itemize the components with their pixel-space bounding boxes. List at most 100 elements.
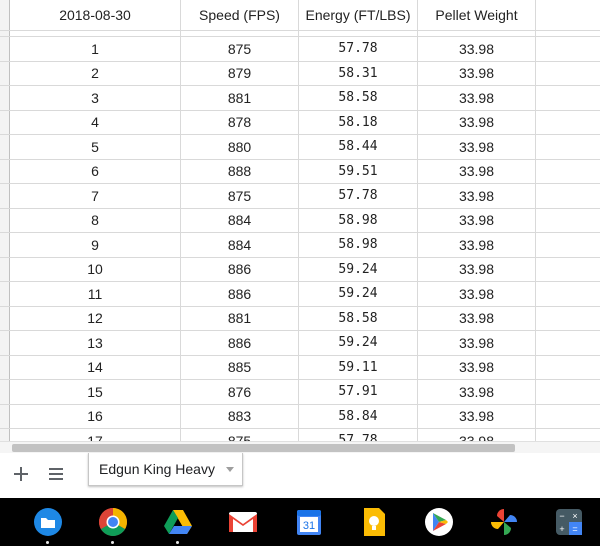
empty-cell[interactable] bbox=[536, 356, 600, 380]
cell-energy[interactable]: 59.24 bbox=[299, 257, 418, 281]
cell-speed[interactable]: 884 bbox=[181, 208, 299, 232]
empty-cell[interactable] bbox=[536, 307, 600, 331]
header-cell-speed[interactable]: Speed (FPS) bbox=[181, 0, 299, 30]
empty-cell[interactable] bbox=[536, 37, 600, 61]
empty-cell[interactable] bbox=[536, 209, 600, 233]
cell-energy[interactable]: 57.78 bbox=[299, 429, 418, 441]
calculator-app-button[interactable]: − × + = bbox=[553, 506, 585, 538]
keep-app-button[interactable] bbox=[358, 506, 390, 538]
empty-cell[interactable] bbox=[536, 331, 600, 355]
header-cell-date[interactable]: 2018-08-30 bbox=[10, 0, 181, 30]
cell-pellet-weight[interactable]: 33.98 bbox=[418, 257, 536, 281]
row-header[interactable] bbox=[0, 331, 10, 355]
cell-shot-number[interactable]: 5 bbox=[10, 135, 181, 159]
cell-speed[interactable]: 885 bbox=[181, 355, 299, 379]
horizontal-scrollbar[interactable] bbox=[0, 441, 600, 453]
row-header[interactable] bbox=[0, 404, 10, 428]
row-header[interactable] bbox=[0, 61, 10, 85]
cell-shot-number[interactable]: 11 bbox=[10, 282, 181, 306]
photos-app-button[interactable] bbox=[488, 506, 520, 538]
cell-pellet-weight[interactable]: 33.98 bbox=[418, 306, 536, 330]
row-header[interactable] bbox=[0, 184, 10, 208]
cell-shot-number[interactable]: 17 bbox=[10, 429, 181, 441]
cell-energy[interactable]: 57.91 bbox=[299, 380, 418, 404]
cell-pellet-weight[interactable]: 33.98 bbox=[418, 233, 536, 257]
cell-energy[interactable]: 58.18 bbox=[299, 110, 418, 134]
header-cell-empty[interactable] bbox=[536, 0, 600, 30]
cell-speed[interactable]: 884 bbox=[181, 233, 299, 257]
cell-energy[interactable]: 58.84 bbox=[299, 404, 418, 428]
cell-pellet-weight[interactable]: 33.98 bbox=[418, 331, 536, 355]
drive-app-button[interactable] bbox=[162, 506, 194, 538]
empty-cell[interactable] bbox=[536, 86, 600, 110]
all-sheets-button[interactable] bbox=[43, 461, 69, 487]
empty-cell[interactable] bbox=[536, 111, 600, 135]
sheet-tab-active[interactable]: Edgun King Heavy bbox=[88, 453, 243, 486]
cell-shot-number[interactable]: 6 bbox=[10, 159, 181, 183]
cell-speed[interactable]: 879 bbox=[181, 61, 299, 85]
cell-pellet-weight[interactable]: 33.98 bbox=[418, 404, 536, 428]
cell-pellet-weight[interactable]: 33.98 bbox=[418, 110, 536, 134]
cell-energy[interactable]: 58.58 bbox=[299, 86, 418, 110]
cell-shot-number[interactable]: 10 bbox=[10, 257, 181, 281]
cell-pellet-weight[interactable]: 33.98 bbox=[418, 184, 536, 208]
cell-speed[interactable]: 880 bbox=[181, 135, 299, 159]
row-header[interactable] bbox=[0, 233, 10, 257]
cell-shot-number[interactable]: 1 bbox=[10, 37, 181, 61]
cell-shot-number[interactable]: 13 bbox=[10, 331, 181, 355]
row-header[interactable] bbox=[0, 355, 10, 379]
files-app-button[interactable] bbox=[32, 506, 64, 538]
cell-energy[interactable]: 58.58 bbox=[299, 306, 418, 330]
header-cell-energy[interactable]: Energy (FT/LBS) bbox=[299, 0, 418, 30]
cell-shot-number[interactable]: 8 bbox=[10, 208, 181, 232]
cell-energy[interactable]: 59.11 bbox=[299, 355, 418, 379]
cell-shot-number[interactable]: 9 bbox=[10, 233, 181, 257]
empty-cell[interactable] bbox=[536, 135, 600, 159]
chrome-app-button[interactable] bbox=[97, 506, 129, 538]
empty-cell[interactable] bbox=[536, 282, 600, 306]
gmail-app-button[interactable] bbox=[227, 506, 259, 538]
cell-shot-number[interactable]: 3 bbox=[10, 86, 181, 110]
cell-pellet-weight[interactable]: 33.98 bbox=[418, 135, 536, 159]
play-store-app-button[interactable] bbox=[423, 506, 455, 538]
scrollbar-thumb[interactable] bbox=[12, 444, 515, 452]
cell-pellet-weight[interactable]: 33.98 bbox=[418, 380, 536, 404]
cell-pellet-weight[interactable]: 33.98 bbox=[418, 159, 536, 183]
cell-shot-number[interactable]: 12 bbox=[10, 306, 181, 330]
cell-speed[interactable]: 878 bbox=[181, 110, 299, 134]
cell-pellet-weight[interactable]: 33.98 bbox=[418, 208, 536, 232]
empty-cell[interactable] bbox=[418, 31, 536, 36]
empty-cell[interactable] bbox=[536, 184, 600, 208]
cell-speed[interactable]: 886 bbox=[181, 282, 299, 306]
empty-cell[interactable] bbox=[536, 380, 600, 404]
cell-pellet-weight[interactable]: 33.98 bbox=[418, 37, 536, 61]
cell-speed[interactable]: 876 bbox=[181, 380, 299, 404]
empty-cell[interactable] bbox=[181, 31, 299, 36]
row-header[interactable] bbox=[0, 0, 10, 30]
row-header[interactable] bbox=[0, 31, 10, 36]
empty-cell[interactable] bbox=[536, 31, 600, 36]
row-header[interactable] bbox=[0, 282, 10, 306]
spreadsheet-grid[interactable]: 2018-08-30 Speed (FPS) Energy (FT/LBS) P… bbox=[0, 0, 600, 441]
cell-shot-number[interactable]: 7 bbox=[10, 184, 181, 208]
cell-speed[interactable]: 875 bbox=[181, 184, 299, 208]
cell-energy[interactable]: 59.24 bbox=[299, 331, 418, 355]
cell-energy[interactable]: 59.51 bbox=[299, 159, 418, 183]
row-header[interactable] bbox=[0, 208, 10, 232]
cell-energy[interactable]: 57.78 bbox=[299, 184, 418, 208]
cell-speed[interactable]: 886 bbox=[181, 257, 299, 281]
cell-energy[interactable]: 59.24 bbox=[299, 282, 418, 306]
cell-speed[interactable]: 886 bbox=[181, 331, 299, 355]
empty-cell[interactable] bbox=[536, 258, 600, 282]
cell-pellet-weight[interactable]: 33.98 bbox=[418, 86, 536, 110]
cell-pellet-weight[interactable]: 33.98 bbox=[418, 429, 536, 441]
cell-speed[interactable]: 875 bbox=[181, 37, 299, 61]
empty-cell[interactable] bbox=[536, 233, 600, 257]
row-header[interactable] bbox=[0, 86, 10, 110]
header-cell-pellet-weight[interactable]: Pellet Weight bbox=[418, 0, 536, 30]
cell-pellet-weight[interactable]: 33.98 bbox=[418, 61, 536, 85]
row-header[interactable] bbox=[0, 306, 10, 330]
cell-energy[interactable]: 58.98 bbox=[299, 208, 418, 232]
cell-shot-number[interactable]: 14 bbox=[10, 355, 181, 379]
cell-speed[interactable]: 881 bbox=[181, 306, 299, 330]
